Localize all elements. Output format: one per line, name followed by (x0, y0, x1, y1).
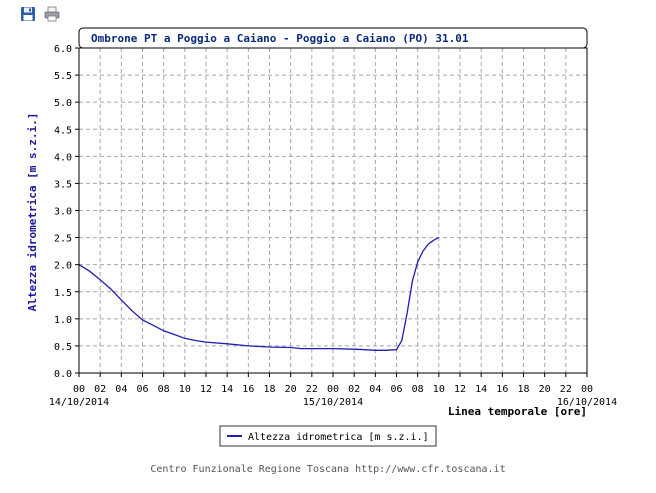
x-tick-label: 20 (539, 384, 551, 395)
date-labels: 14/10/2014 15/10/2014 16/10/2014 (49, 397, 617, 408)
printer-icon[interactable] (44, 6, 60, 22)
x-tick-label: 08 (412, 384, 424, 395)
floppy-disk-icon[interactable] (20, 6, 36, 22)
x-tick-label: 20 (285, 384, 297, 395)
footer-credit: Centro Funzionale Regione Toscana http:/… (150, 464, 506, 475)
x-axis-label: Linea temporale [ore] (448, 405, 587, 418)
x-tick-label: 00 (581, 384, 593, 395)
y-tick-label: 3.0 (54, 207, 72, 218)
y-tick-label: 4.5 (54, 125, 72, 136)
y-tick-label: 6.0 (54, 44, 72, 55)
x-tick-label: 14 (475, 384, 487, 395)
x-tick-label: 04 (369, 384, 381, 395)
grid (79, 48, 587, 373)
y-tick-label: 5.0 (54, 98, 72, 109)
x-tick-label: 18 (517, 384, 529, 395)
chart-title: Ombrone PT a Poggio a Caiano - Poggio a … (91, 32, 469, 45)
y-tick-label: 5.5 (54, 71, 72, 82)
y-tick-label: 0.0 (54, 369, 72, 380)
x-tick-label: 12 (454, 384, 466, 395)
x-tick-label: 06 (136, 384, 148, 395)
toolbar (20, 6, 60, 24)
x-tick-label: 00 (327, 384, 339, 395)
y-axis-ticks: 0.0 0.5 1.0 1.5 2.0 2.5 3.0 3.5 4.0 4.5 5.0 5.5 6.0 (54, 44, 79, 380)
x-tick-label: 10 (179, 384, 191, 395)
y-tick-label: 2.0 (54, 261, 72, 272)
legend-entry: Altezza idrometrica [m s.z.i.] (248, 432, 429, 443)
x-tick-label: 08 (158, 384, 170, 395)
series-line (78, 237, 440, 351)
x-tick-label: 14 (221, 384, 233, 395)
x-tick-label: 12 (200, 384, 212, 395)
y-tick-label: 0.5 (54, 342, 72, 353)
x-tick-label: 18 (263, 384, 275, 395)
date-label: 16/10/2014 (557, 397, 617, 408)
x-tick-label: 04 (115, 384, 127, 395)
title-box (78, 27, 588, 49)
x-tick-label: 02 (94, 384, 106, 395)
x-tick-label: 22 (306, 384, 318, 395)
x-axis-ticks: 00 02 04 06 08 10 12 14 16 18 20 22 00 02 04 06 08 10 12 14… (73, 373, 593, 395)
y-axis-label: Altezza idrometrica [m s.z.i.] (26, 113, 39, 312)
x-tick-label: 10 (433, 384, 445, 395)
y-tick-label: 4.0 (54, 152, 72, 163)
y-tick-label: 3.5 (54, 179, 72, 190)
x-tick-label: 16 (496, 384, 508, 395)
x-tick-label: 02 (348, 384, 360, 395)
x-tick-label: 22 (560, 384, 572, 395)
date-label: 14/10/2014 (49, 397, 109, 408)
y-tick-label: 1.0 (54, 315, 72, 326)
x-tick-label: 16 (242, 384, 254, 395)
x-tick-label: 06 (390, 384, 402, 395)
y-tick-label: 1.5 (54, 288, 72, 299)
date-label: 15/10/2014 (303, 397, 363, 408)
x-tick-label: 00 (73, 384, 85, 395)
y-tick-label: 2.5 (54, 234, 72, 245)
legend-box (219, 425, 437, 447)
